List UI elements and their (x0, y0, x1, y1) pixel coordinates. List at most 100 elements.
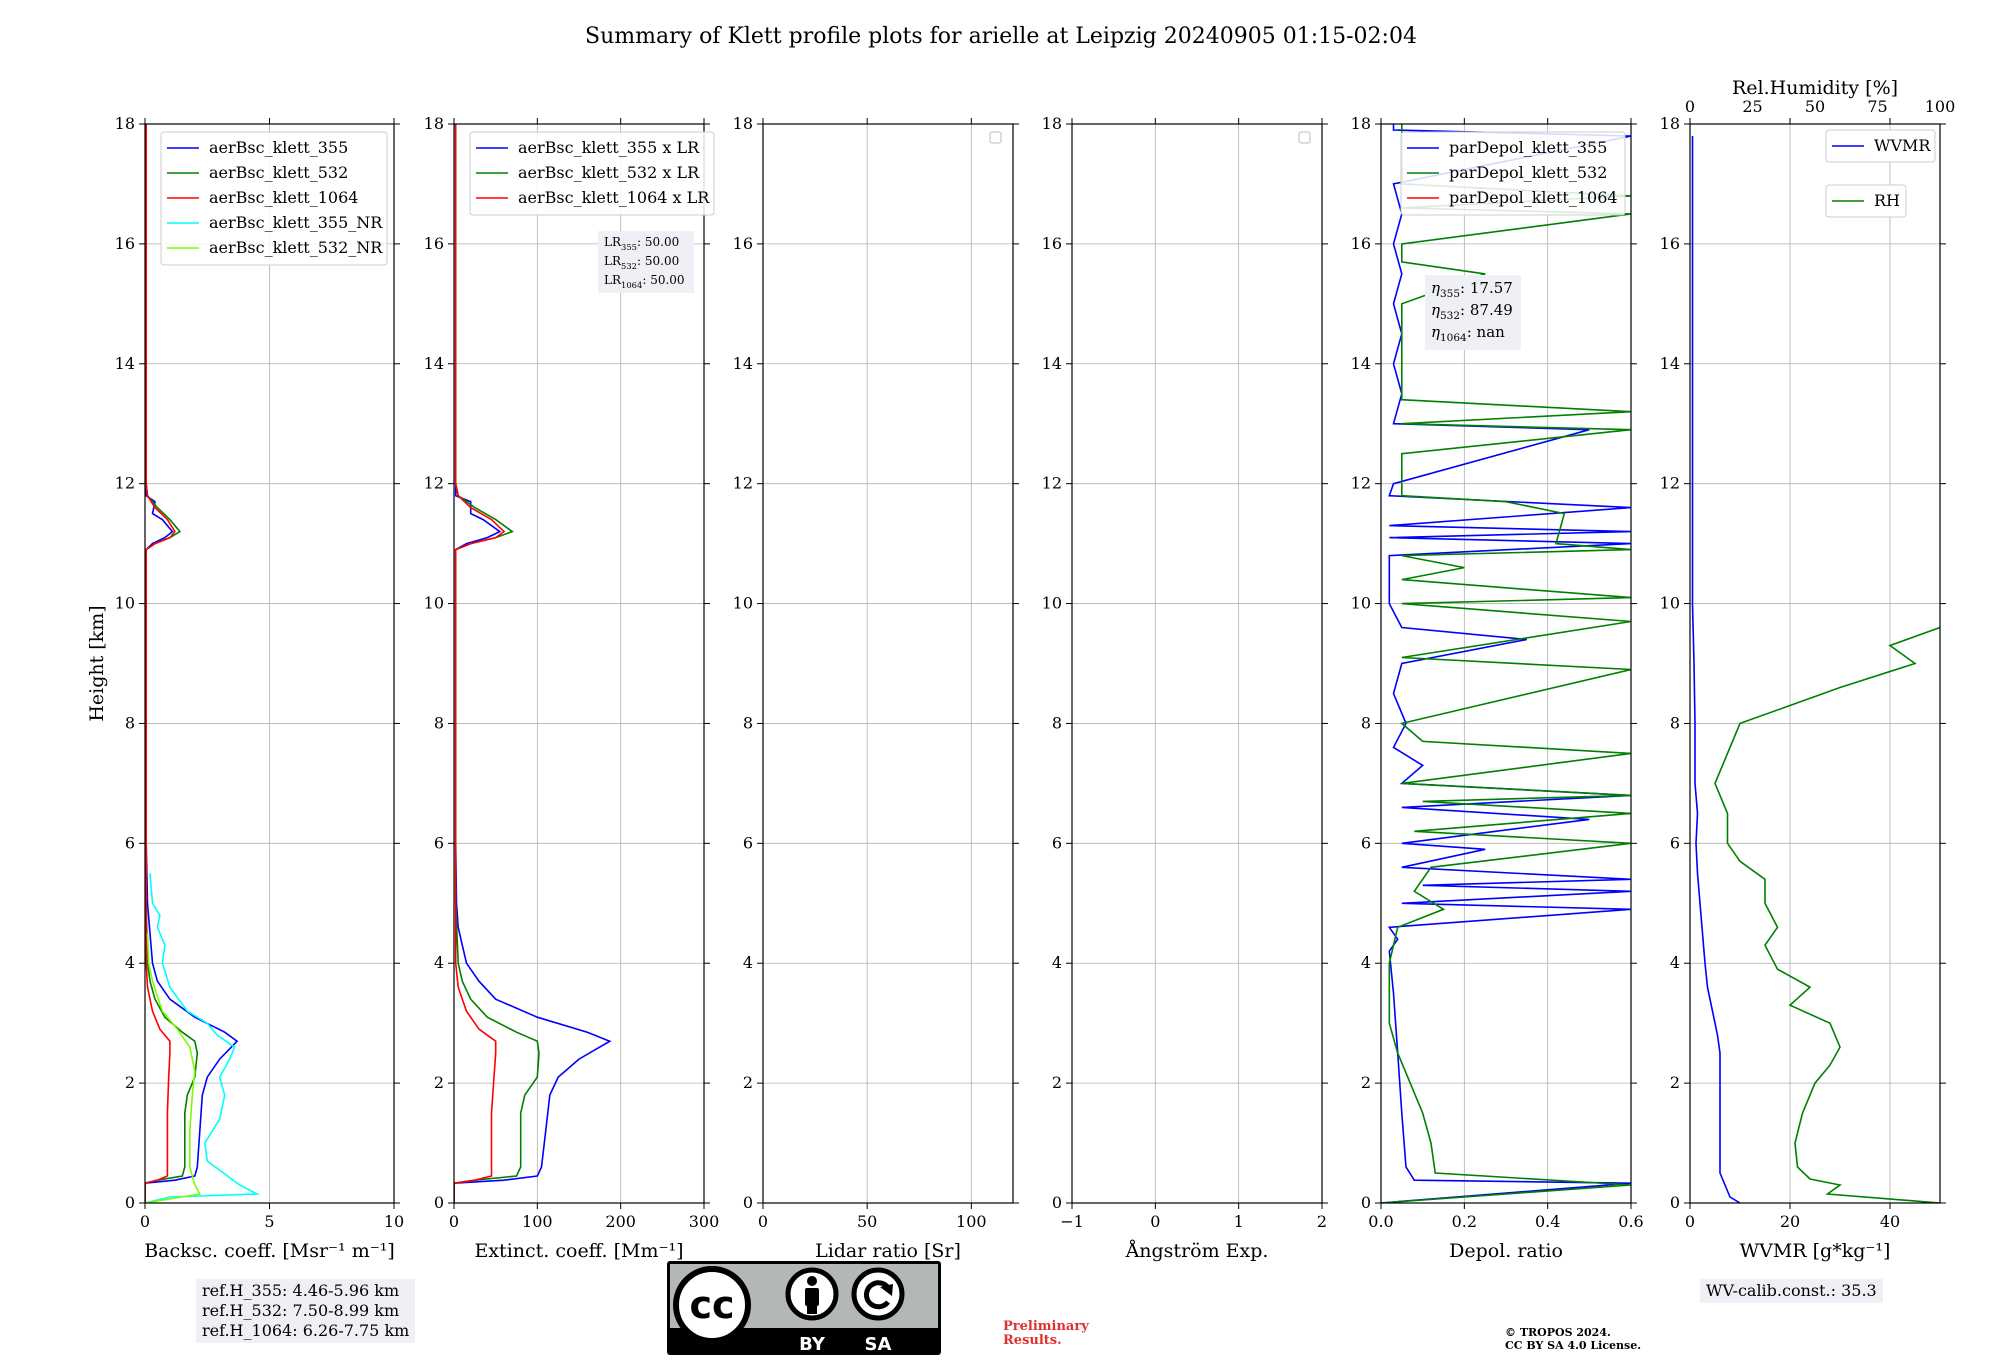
series-line-aerbsc-klett-1064-x-lr (454, 124, 506, 1203)
legend-label: aerBsc_klett_532 (209, 163, 348, 182)
empty-legend-box (989, 131, 1002, 144)
cc-label: cc (689, 1283, 734, 1327)
y-tick-label: 0 (1052, 1193, 1062, 1212)
annotation-line: η532: 87.49 (1431, 301, 1513, 322)
y-tick-label: 2 (1361, 1073, 1371, 1092)
axes-frame (1689, 123, 1941, 1204)
y-tick-label: 4 (125, 953, 135, 972)
series-line-pardepol-klett-355 (1381, 124, 1631, 1203)
x-tick-label: 50 (857, 1212, 877, 1231)
x-tick-label: 0.6 (1618, 1212, 1643, 1231)
y-tick-label: 16 (115, 234, 135, 253)
y-tick-label: 8 (743, 713, 753, 732)
x-tick-label: 0.0 (1368, 1212, 1393, 1231)
ref-height-1064: ref.H_1064: 6.26-7.75 km (202, 1321, 410, 1340)
legend-box (160, 131, 388, 266)
top-x-tick-label: 100 (1925, 97, 1956, 116)
chart-title: Summary of Klett profile plots for ariel… (585, 24, 1417, 49)
y-tick-label: 2 (1670, 1073, 1680, 1092)
legend: parDepol_klett_355 parDepol_klett_532 parD… (1400, 131, 1626, 216)
y-tick-label: 16 (1351, 234, 1371, 253)
y-tick-label: 18 (733, 114, 753, 133)
y-axis-label: Height [km] (86, 605, 108, 721)
legend-box (1400, 131, 1626, 216)
panel-2: 0 2 4 6 8 10 12 14 16 18 0 100 200 300 Extinct. coeff.… (424, 114, 720, 1262)
y-tick-label: 4 (434, 953, 444, 972)
legend-label: aerBsc_klett_1064 x LR (518, 188, 710, 207)
x-axis-label: Backsc. coeff. [Msr⁻¹ m⁻¹] (144, 1240, 395, 1262)
annotation-box: LR355: 50.00 LR532: 50.00 LR1064: 50.00 (598, 231, 694, 293)
y-tick-label: 0 (743, 1193, 753, 1212)
axes-frame (762, 123, 1014, 1204)
y-tick-label: 6 (743, 833, 753, 852)
x-tick-label: 1 (1234, 1212, 1244, 1231)
axes-frame (1380, 123, 1632, 1204)
series-line-aerbsc-klett-532 (145, 124, 199, 1203)
annotation-line: η355: 17.57 (1431, 279, 1513, 300)
axes-frame (1071, 123, 1323, 1204)
y-tick-label: 8 (1361, 713, 1371, 732)
y-tick-label: 6 (1052, 833, 1062, 852)
y-tick-label: 16 (424, 234, 444, 253)
legend-label: aerBsc_klett_1064 (209, 188, 358, 207)
y-tick-label: 14 (424, 354, 444, 373)
x-tick-label: 200 (605, 1212, 636, 1231)
y-tick-label: 0 (1670, 1193, 1680, 1212)
y-tick-label: 16 (1042, 234, 1062, 253)
x-axis-label: Extinct. coeff. [Mm⁻¹] (474, 1240, 683, 1262)
y-tick-label: 16 (1660, 234, 1680, 253)
y-tick-label: 14 (115, 354, 135, 373)
cc-by-sa-badge: cc BY SA (667, 1261, 941, 1355)
ref-height-355: ref.H_355: 4.46-5.96 km (202, 1281, 400, 1300)
legend: aerBsc_klett_355 x LR aerBsc_klett_532 x … (469, 131, 715, 216)
legend-label: aerBsc_klett_355 (209, 138, 348, 157)
y-tick-label: 18 (115, 114, 135, 133)
x-axis-label: Depol. ratio (1449, 1240, 1563, 1262)
series-line-rh (1714, 626, 1940, 1203)
y-tick-label: 16 (733, 234, 753, 253)
top-x-axis-label: Rel.Humidity [%] (1732, 77, 1898, 99)
legend-label: parDepol_klett_355 (1449, 138, 1607, 157)
x-tick-label: 2 (1317, 1212, 1327, 1231)
y-tick-label: 14 (1042, 354, 1062, 373)
ref-height-532: ref.H_532: 7.50-8.99 km (202, 1301, 400, 1320)
y-tick-label: 2 (434, 1073, 444, 1092)
y-tick-label: 2 (1052, 1073, 1062, 1092)
x-tick-label: 0.2 (1452, 1212, 1477, 1231)
series-line-aerbsc-klett-532-x-lr (454, 124, 540, 1203)
by-label: BY (799, 1334, 826, 1355)
legend-label: aerBsc_klett_532 x LR (518, 163, 700, 182)
y-tick-label: 12 (1660, 474, 1680, 493)
legend: aerBsc_klett_355 aerBsc_klett_532 aerBsc_k… (160, 131, 388, 266)
top-x-tick-label: 50 (1805, 97, 1825, 116)
y-tick-label: 2 (125, 1073, 135, 1092)
series-line-aerbsc-klett-355-nr (145, 873, 261, 1203)
y-tick-label: 12 (424, 474, 444, 493)
y-tick-label: 2 (743, 1073, 753, 1092)
x-tick-label: 0.4 (1535, 1212, 1560, 1231)
y-tick-label: 10 (424, 594, 444, 613)
axes-frame (453, 123, 705, 1204)
series-line-aerbsc-klett-355 (145, 124, 239, 1203)
x-axis-label: Lidar ratio [Sr] (815, 1240, 961, 1262)
y-tick-label: 8 (1670, 713, 1680, 732)
x-tick-label: 10 (384, 1212, 404, 1231)
x-tick-label: 0 (449, 1212, 459, 1231)
y-tick-label: 12 (733, 474, 753, 493)
y-tick-label: 18 (1660, 114, 1680, 133)
legend-box (469, 131, 715, 216)
y-tick-label: 8 (125, 713, 135, 732)
top-x-tick-label: 25 (1742, 97, 1762, 116)
x-tick-label: 40 (1880, 1212, 1900, 1231)
legend-label: parDepol_klett_532 (1449, 163, 1607, 182)
preliminary-results-note: Preliminary Results. (1003, 1319, 1089, 1348)
y-tick-label: 8 (434, 713, 444, 732)
legend-label: aerBsc_klett_355 x LR (518, 138, 700, 157)
y-tick-label: 0 (434, 1193, 444, 1212)
y-tick-label: 14 (1351, 354, 1371, 373)
y-tick-label: 14 (1660, 354, 1680, 373)
legend-label: parDepol_klett_1064 (1449, 188, 1618, 207)
